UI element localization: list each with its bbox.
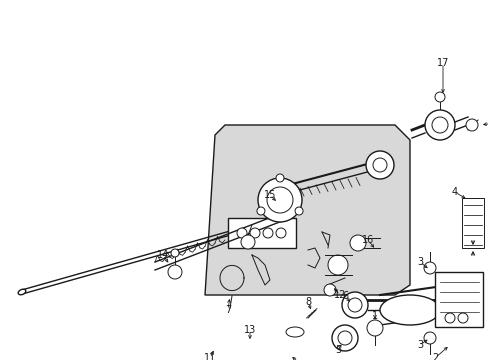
Bar [227,218,295,248]
Circle shape [337,331,351,345]
Circle shape [366,320,382,336]
Circle shape [365,151,393,179]
Circle shape [465,119,477,131]
Circle shape [457,313,467,323]
Circle shape [423,332,435,344]
Text: 15: 15 [263,190,276,200]
Bar [461,198,483,248]
Text: 13: 13 [244,325,256,335]
Circle shape [372,158,386,172]
Ellipse shape [285,327,304,337]
Circle shape [434,92,444,102]
Text: 16: 16 [361,235,373,245]
Circle shape [294,207,303,215]
Circle shape [275,174,284,182]
Text: 3: 3 [416,340,422,350]
Text: 2: 2 [431,353,437,360]
Circle shape [349,235,365,251]
Circle shape [237,228,246,238]
Circle shape [266,187,292,213]
Text: 8: 8 [305,297,310,307]
Text: 6: 6 [341,291,347,301]
Circle shape [431,117,447,133]
Text: 5: 5 [334,345,341,355]
Text: 3: 3 [416,257,422,267]
Circle shape [249,228,260,238]
Circle shape [256,207,264,215]
Circle shape [324,284,335,296]
Ellipse shape [379,295,439,325]
Text: 11: 11 [203,353,216,360]
Circle shape [171,249,179,257]
Text: 14: 14 [157,250,169,260]
Text: 7: 7 [224,305,231,315]
Circle shape [168,265,182,279]
Text: 1: 1 [371,311,377,321]
Circle shape [423,262,435,274]
Circle shape [444,313,454,323]
Bar [434,272,482,327]
Circle shape [275,228,285,238]
Circle shape [331,325,357,351]
Circle shape [424,110,454,140]
Text: 12: 12 [333,290,346,300]
Polygon shape [204,125,409,295]
Circle shape [241,235,254,249]
Text: 4: 4 [451,187,457,197]
Circle shape [347,298,361,312]
Circle shape [258,178,302,222]
Ellipse shape [18,289,26,295]
Text: 17: 17 [436,58,448,68]
Circle shape [263,228,272,238]
Circle shape [341,292,367,318]
Circle shape [327,255,347,275]
